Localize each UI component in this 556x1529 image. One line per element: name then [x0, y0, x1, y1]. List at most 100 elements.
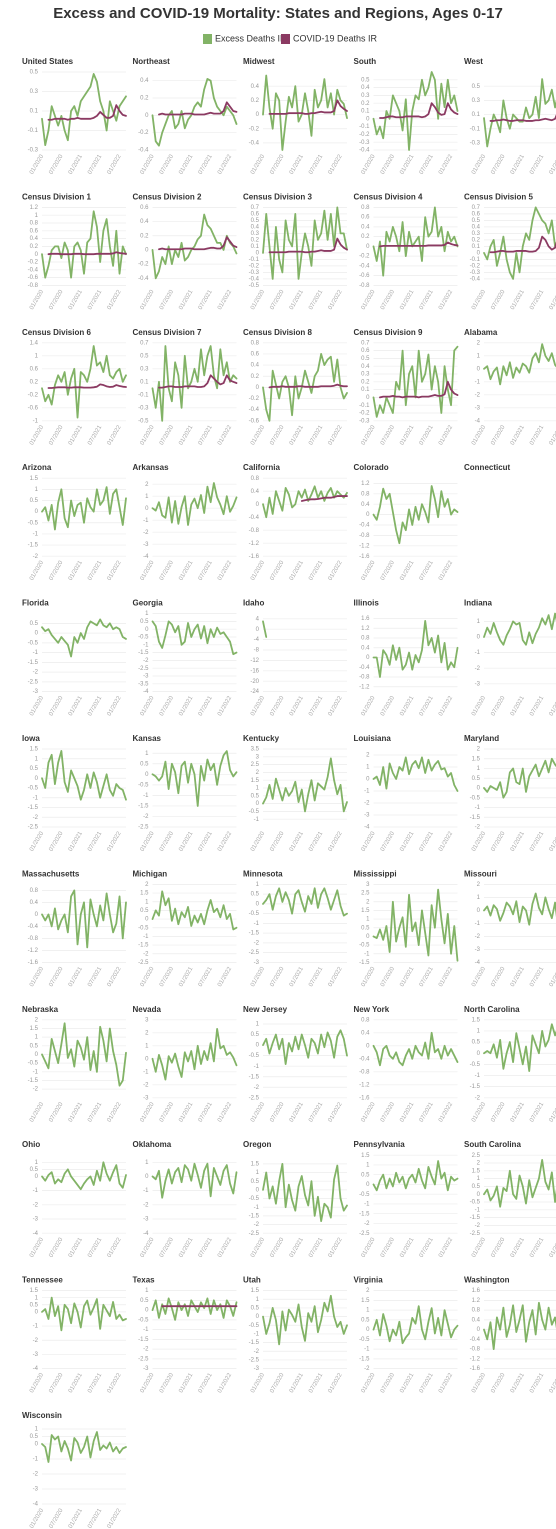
- y-tick-label: 0: [35, 1052, 39, 1058]
- y-tick-label: 0: [366, 512, 370, 518]
- x-tick-label: 01/2022: [107, 559, 123, 581]
- y-tick-label: -1.6: [28, 960, 39, 966]
- y-tick-label: -0.5: [249, 911, 260, 917]
- x-tick-label: 01/2020: [471, 695, 487, 717]
- x-tick-label: 01/2020: [361, 289, 377, 311]
- y-tick-label: 2: [35, 1017, 39, 1023]
- y-tick-label: 1: [256, 882, 260, 888]
- x-tick-label: 01/2021: [178, 1101, 194, 1123]
- y-tick-label: -0.8: [359, 1069, 370, 1075]
- y-tick-label: 0: [366, 244, 370, 250]
- x-tick-label: 01/2022: [328, 1372, 344, 1394]
- y-tick-label: -1.2: [470, 1356, 481, 1362]
- x-tick-label: 07/2020: [269, 695, 285, 717]
- y-tick-label: 0: [477, 250, 481, 256]
- y-tick-label: 0.5: [361, 925, 370, 931]
- y-tick-label: -0.2: [470, 263, 481, 269]
- y-tick-label: -0.3: [359, 140, 370, 146]
- y-tick-label: 0.1: [140, 379, 149, 385]
- y-tick-label: -16: [250, 668, 259, 674]
- x-tick-label: 01/2022: [217, 289, 233, 311]
- x-tick-label: 01/2020: [250, 559, 266, 581]
- x-tick-label: 07/2020: [48, 153, 64, 175]
- x-tick-label: 01/2022: [107, 830, 123, 852]
- excess-line: [262, 887, 348, 917]
- y-tick-label: 1: [256, 786, 260, 792]
- x-tick-label: 07/2020: [48, 289, 64, 311]
- y-tick-label: 1: [145, 1160, 149, 1166]
- y-tick-label: 1.5: [30, 747, 39, 753]
- panel-title: Census Division 1: [22, 192, 91, 201]
- y-tick-label: 0.5: [251, 1306, 260, 1312]
- x-tick-label: 01/2020: [29, 153, 45, 175]
- y-tick-label: 1.5: [361, 908, 370, 914]
- y-tick-label: 0.4: [472, 224, 481, 230]
- excess-line: [151, 890, 238, 931]
- panel-title: Census Division 5: [464, 192, 533, 201]
- y-tick-label: -2.5: [249, 1358, 260, 1364]
- x-tick-label: 01/2022: [438, 1236, 454, 1258]
- y-tick-label: 1.2: [361, 626, 370, 632]
- excess-line: [262, 353, 348, 422]
- y-tick-label: 0.2: [140, 233, 149, 239]
- x-tick-label: 01/2021: [68, 424, 84, 446]
- y-tick-label: -1: [254, 1205, 260, 1211]
- y-tick-label: 0.5: [30, 1167, 39, 1173]
- x-tick-label: 01/2020: [140, 559, 156, 581]
- x-tick-label: 07/2020: [269, 830, 285, 852]
- y-tick-label: 2: [477, 340, 481, 346]
- y-tick-label: -0.5: [28, 640, 39, 646]
- y-tick-label: -0.4: [249, 140, 260, 146]
- excess-line: [372, 485, 459, 545]
- x-tick-label: 01/2022: [328, 559, 344, 581]
- x-tick-label: 01/2020: [361, 830, 377, 852]
- x-tick-label: 07/2021: [198, 1101, 214, 1123]
- y-tick-label: 0.7: [472, 205, 481, 211]
- panel-title: Florida: [22, 599, 49, 608]
- panel-title: Oklahoma: [133, 1140, 172, 1149]
- y-tick-label: -2.5: [470, 1231, 481, 1237]
- y-tick-label: -0.1: [249, 257, 260, 263]
- y-tick-label: -2: [33, 1338, 39, 1344]
- x-tick-label: 01/2021: [399, 695, 415, 717]
- y-tick-label: 0: [145, 1174, 149, 1180]
- y-tick-label: 0.3: [30, 89, 39, 95]
- panel-title: Census Division 7: [133, 328, 202, 337]
- y-tick-label: 0.5: [361, 77, 370, 83]
- y-tick-label: -2.5: [249, 1095, 260, 1101]
- x-tick-label: 01/2022: [328, 153, 344, 175]
- y-tick-label: -1: [33, 1457, 39, 1463]
- y-tick-label: 0: [477, 1192, 481, 1198]
- excess-line: [151, 482, 238, 526]
- x-tick-label: 07/2020: [490, 1101, 506, 1123]
- x-tick-label: 01/2022: [549, 1236, 556, 1258]
- x-tick-label: 01/2021: [289, 966, 305, 988]
- y-tick-label: -0.1: [470, 257, 481, 263]
- excess-line: [151, 345, 238, 422]
- x-tick-label: 07/2021: [87, 424, 103, 446]
- y-tick-label: 1.5: [251, 778, 260, 784]
- y-tick-label: 0.6: [251, 211, 260, 217]
- y-tick-label: 4: [256, 616, 260, 622]
- y-tick-label: -0.8: [359, 283, 370, 289]
- y-tick-label: -4: [475, 960, 481, 966]
- panel-title: Ohio: [22, 1140, 40, 1149]
- x-tick-label: 07/2020: [159, 289, 175, 311]
- y-tick-label: -0.2: [359, 132, 370, 138]
- y-tick-label: -0.4: [28, 267, 39, 273]
- x-tick-label: 01/2022: [438, 153, 454, 175]
- x-tick-label: 01/2022: [107, 424, 123, 446]
- x-tick-label: 01/2022: [549, 289, 556, 311]
- x-tick-label: 07/2020: [380, 1236, 396, 1258]
- panel-title: New York: [354, 1005, 390, 1014]
- y-tick-label: -0.5: [249, 809, 260, 815]
- x-tick-label: 01/2021: [289, 289, 305, 311]
- y-tick-label: 0.5: [472, 1184, 481, 1190]
- y-tick-label: 0.6: [140, 205, 149, 211]
- x-tick-label: 01/2020: [250, 1372, 266, 1394]
- x-tick-label: 07/2021: [529, 966, 545, 988]
- x-tick-label: 01/2021: [510, 966, 526, 988]
- y-tick-label: 0.7: [140, 340, 149, 346]
- y-tick-label: -2: [364, 1221, 370, 1227]
- excess-line: [372, 206, 459, 277]
